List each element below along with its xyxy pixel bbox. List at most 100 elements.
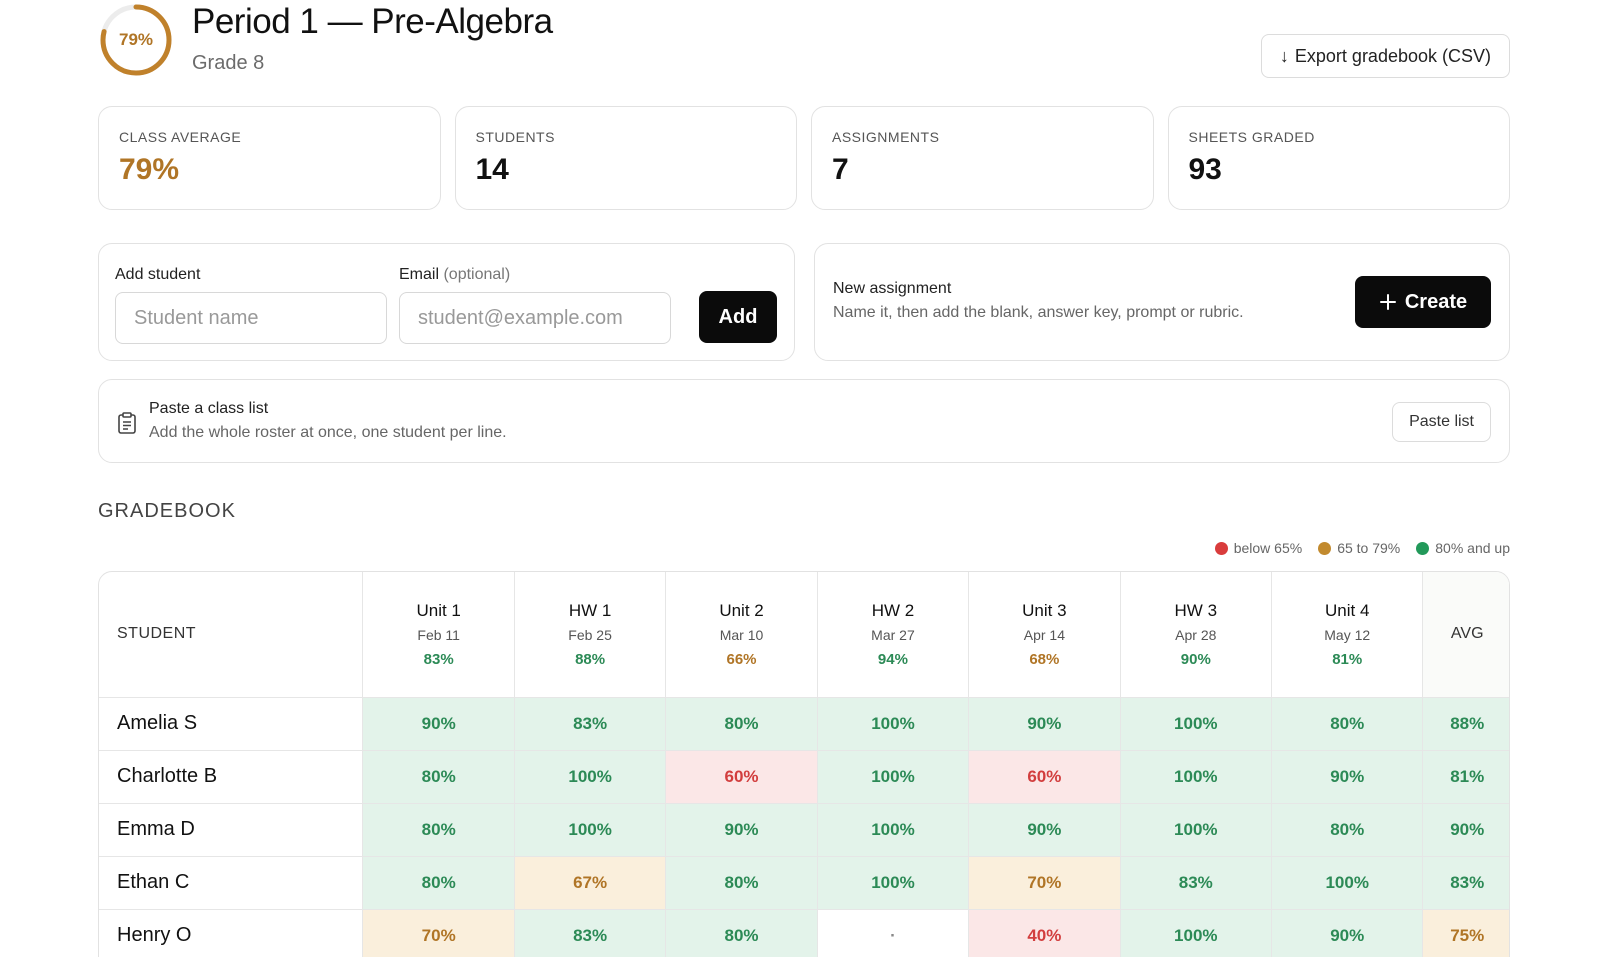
score-cell[interactable]: 40% — [968, 909, 1121, 957]
legend-dot-green — [1416, 541, 1430, 555]
student-name[interactable]: Emma D — [99, 803, 364, 857]
assignment-average: 66% — [726, 650, 757, 668]
score-cell[interactable]: 100% — [1120, 697, 1273, 751]
assignment-date: Feb 25 — [568, 626, 612, 643]
score-cell[interactable]: 100% — [1120, 909, 1273, 957]
score-cell[interactable]: 90% — [1271, 750, 1424, 804]
score-cell[interactable]: 90% — [968, 697, 1121, 751]
assignment-header-unit-3[interactable]: Unit 3 Apr 14 68% — [968, 572, 1121, 698]
add-student-button[interactable]: Add — [699, 291, 777, 343]
arrow-down-icon: ↓ — [1279, 45, 1289, 66]
stat-value: 93 — [1188, 153, 1222, 186]
plus-icon — [1379, 294, 1396, 310]
assignment-header-hw-1[interactable]: HW 1 Feb 25 88% — [514, 572, 667, 698]
assignment-name: Unit 2 — [719, 600, 764, 620]
export-gradebook-button[interactable]: ↓ Export gradebook (CSV) — [1260, 34, 1510, 78]
score-cell[interactable]: 100% — [817, 803, 970, 857]
score-cell[interactable]: 80% — [362, 750, 515, 804]
student-average: 90% — [1422, 803, 1509, 857]
score-cell[interactable]: 67% — [514, 856, 667, 910]
score-cell[interactable]: 80% — [1271, 697, 1424, 751]
assignment-name: Unit 1 — [416, 600, 461, 620]
assignment-name: HW 2 — [871, 600, 915, 620]
score-cell[interactable]: 100% — [514, 750, 667, 804]
student-name[interactable]: Ethan C — [99, 856, 364, 910]
legend-label: 80% and up — [1435, 540, 1510, 556]
gradebook-header-row: STUDENT Unit 1 Feb 11 83% HW 1 Feb 25 88… — [99, 572, 1509, 698]
assignment-header-unit-1[interactable]: Unit 1 Feb 11 83% — [362, 572, 515, 698]
stat-card-students: STUDENTS 14 — [454, 106, 797, 210]
stats-row: CLASS AVERAGE 79% STUDENTS 14 ASSIGNMENT… — [98, 106, 1510, 210]
score-cell[interactable]: 83% — [514, 697, 667, 751]
assignment-average: 68% — [1029, 650, 1060, 668]
score-cell[interactable]: 80% — [665, 697, 818, 751]
assignment-date: Apr 28 — [1175, 626, 1217, 643]
student-name-input[interactable]: Student name — [115, 292, 387, 344]
score-cell[interactable]: 100% — [817, 856, 970, 910]
paste-list-button[interactable]: Paste list — [1392, 402, 1491, 442]
stat-label: ASSIGNMENTS — [832, 129, 940, 145]
assignment-header-hw-3[interactable]: HW 3 Apr 28 90% — [1120, 572, 1273, 698]
new-assignment-card: New assignment Name it, then add the bla… — [814, 243, 1510, 361]
score-cell[interactable]: 60% — [968, 750, 1121, 804]
legend-dot-amber — [1318, 541, 1332, 555]
score-cell[interactable]: 100% — [1271, 856, 1424, 910]
score-cell-empty[interactable]: · — [817, 909, 970, 957]
score-cell[interactable]: 80% — [1271, 803, 1424, 857]
assignment-average: 88% — [575, 650, 606, 668]
student-column-header: STUDENT — [99, 572, 364, 698]
assignment-name: HW 1 — [568, 600, 612, 620]
add-student-card: Add student Email (optional) Student nam… — [98, 243, 795, 361]
score-cell[interactable]: 100% — [1120, 750, 1273, 804]
student-name[interactable]: Henry O — [99, 909, 364, 957]
assignment-average: 94% — [877, 650, 908, 668]
legend-item-high: 80% and up — [1416, 540, 1510, 556]
score-cell[interactable]: 83% — [1120, 856, 1273, 910]
average-column-header: AVG — [1422, 572, 1509, 698]
score-cell[interactable]: 90% — [665, 803, 818, 857]
score-cell[interactable]: 60% — [665, 750, 818, 804]
assignment-name: Unit 3 — [1022, 600, 1067, 620]
score-cell[interactable]: 80% — [665, 856, 818, 910]
score-cell[interactable]: 100% — [817, 750, 970, 804]
create-assignment-button[interactable]: Create — [1355, 276, 1491, 328]
email-optional-hint: (optional) — [443, 266, 511, 283]
legend-item-mid: 65 to 79% — [1318, 540, 1400, 556]
score-cell[interactable]: 100% — [817, 697, 970, 751]
score-cell[interactable]: 83% — [514, 909, 667, 957]
page-header: 79% Period 1 — Pre-Algebra Grade 8 ↓ Exp… — [98, 0, 1510, 90]
score-cell[interactable]: 90% — [1271, 909, 1424, 957]
score-cell[interactable]: 80% — [362, 803, 515, 857]
page-subtitle: Grade 8 — [192, 52, 265, 74]
student-name-placeholder: Student name — [134, 306, 259, 329]
score-cell[interactable]: 70% — [968, 856, 1121, 910]
stat-card-class-average: CLASS AVERAGE 79% — [98, 106, 441, 210]
class-average-ring-label: 79% — [118, 30, 154, 49]
stat-value: 7 — [832, 153, 849, 186]
score-cell[interactable]: 80% — [665, 909, 818, 957]
student-average: 88% — [1422, 697, 1509, 751]
student-email-input[interactable]: student@example.com — [399, 292, 671, 344]
student-name[interactable]: Charlotte B — [99, 750, 364, 804]
table-row: Charlotte B 80% 100% 60% 100% 60% 100% 9… — [99, 750, 1509, 804]
student-name[interactable]: Amelia S — [99, 697, 364, 751]
assignment-header-unit-4[interactable]: Unit 4 May 12 81% — [1271, 572, 1424, 698]
score-cell[interactable]: 100% — [514, 803, 667, 857]
student-email-placeholder: student@example.com — [418, 306, 623, 329]
score-cell[interactable]: 80% — [362, 856, 515, 910]
legend-item-below: below 65% — [1214, 540, 1302, 556]
assignment-date: May 12 — [1324, 626, 1371, 643]
score-cell[interactable]: 100% — [1120, 803, 1273, 857]
email-label-text: Email — [399, 266, 440, 283]
student-average: 81% — [1422, 750, 1509, 804]
create-assignment-label: Create — [1404, 290, 1468, 313]
assignment-header-hw-2[interactable]: HW 2 Mar 27 94% — [817, 572, 970, 698]
assignment-date: Mar 27 — [871, 626, 915, 643]
stat-label: STUDENTS — [475, 129, 555, 145]
score-cell[interactable]: 90% — [362, 697, 515, 751]
new-assignment-description: Name it, then add the blank, answer key,… — [833, 304, 1244, 321]
table-row: Emma D 80% 100% 90% 100% 90% 100% 80% 90… — [99, 803, 1509, 857]
assignment-header-unit-2[interactable]: Unit 2 Mar 10 66% — [665, 572, 818, 698]
score-cell[interactable]: 70% — [362, 909, 515, 957]
score-cell[interactable]: 90% — [968, 803, 1121, 857]
